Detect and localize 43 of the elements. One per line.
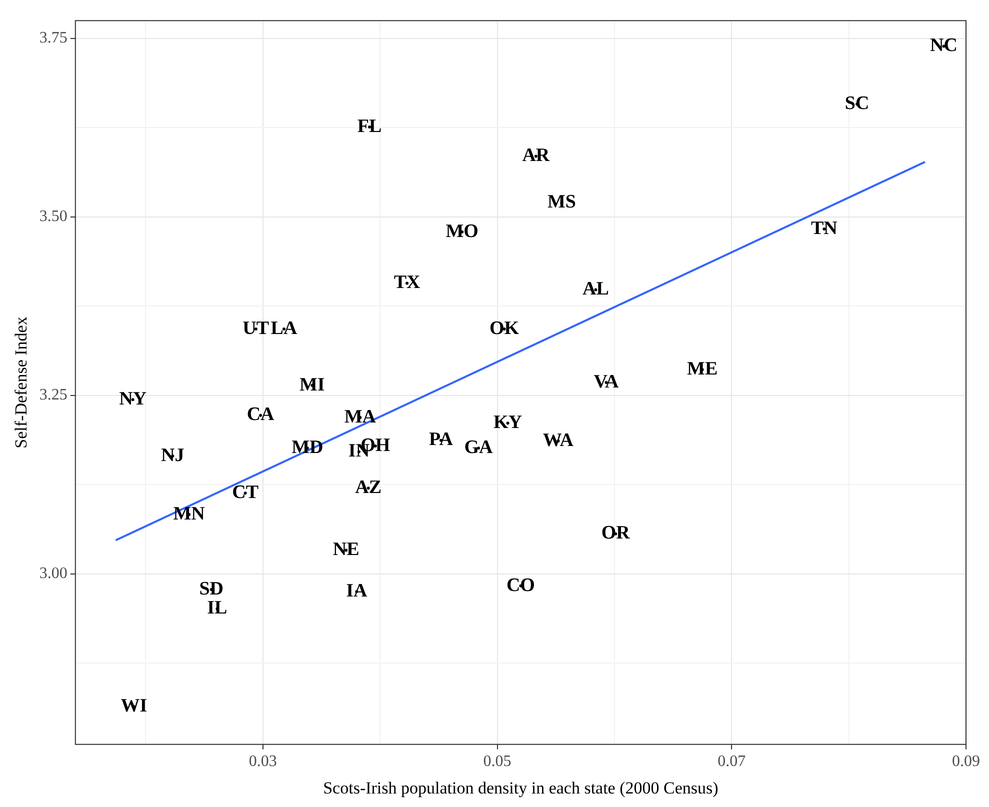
data-label: CT — [232, 482, 259, 504]
data-label: CO — [506, 574, 535, 596]
data-label: VA — [594, 371, 620, 392]
x-tick-label: 0.07 — [718, 753, 746, 770]
y-tick-label: 3.00 — [39, 565, 68, 582]
data-label: MI — [299, 374, 325, 396]
x-tick-label: 0.09 — [952, 753, 980, 770]
data-label: AZ — [355, 477, 382, 498]
x-axis-title: Scots-Irish population density in each state (2000 Census) — [323, 778, 718, 798]
data-label: GA — [464, 437, 494, 458]
data-label: AL — [582, 278, 609, 300]
data-label: PA — [429, 429, 454, 450]
data-label: NJ — [161, 444, 184, 466]
data-label: KY — [494, 412, 522, 434]
data-label: NE — [332, 539, 360, 560]
data-label: CA — [246, 404, 275, 426]
x-tick-label: 0.03 — [248, 753, 277, 770]
y-tick-label: 3.25 — [39, 386, 68, 404]
data-label: FL — [357, 116, 382, 137]
data-label: SC — [844, 93, 870, 114]
data-label: TN — [811, 218, 838, 239]
data-label: UT — [242, 318, 270, 339]
y-tick-label: 3.50 — [39, 208, 68, 226]
y-axis-title: Self-Defense Index — [12, 316, 31, 448]
data-label: TX — [394, 272, 420, 294]
data-label: NY — [119, 388, 147, 410]
data-label: WA — [542, 430, 574, 451]
data-label: IA — [346, 580, 368, 602]
data-label: AR — [522, 145, 550, 166]
data-label: NC — [930, 35, 958, 56]
data-label: ME — [687, 358, 718, 380]
data-label: SD — [199, 578, 224, 600]
data-label: OR — [601, 522, 630, 544]
data-label: OK — [490, 318, 520, 339]
data-label: MA — [344, 406, 376, 428]
x-tick-label: 0.05 — [483, 753, 512, 770]
data-label: LA — [270, 318, 298, 339]
data-label: MN — [173, 503, 206, 524]
data-label: WI — [120, 695, 148, 716]
data-label: MO — [446, 220, 478, 242]
data-label: MS — [547, 192, 576, 213]
y-tick-label: 3.75 — [39, 30, 68, 47]
data-label: IL — [207, 598, 228, 619]
